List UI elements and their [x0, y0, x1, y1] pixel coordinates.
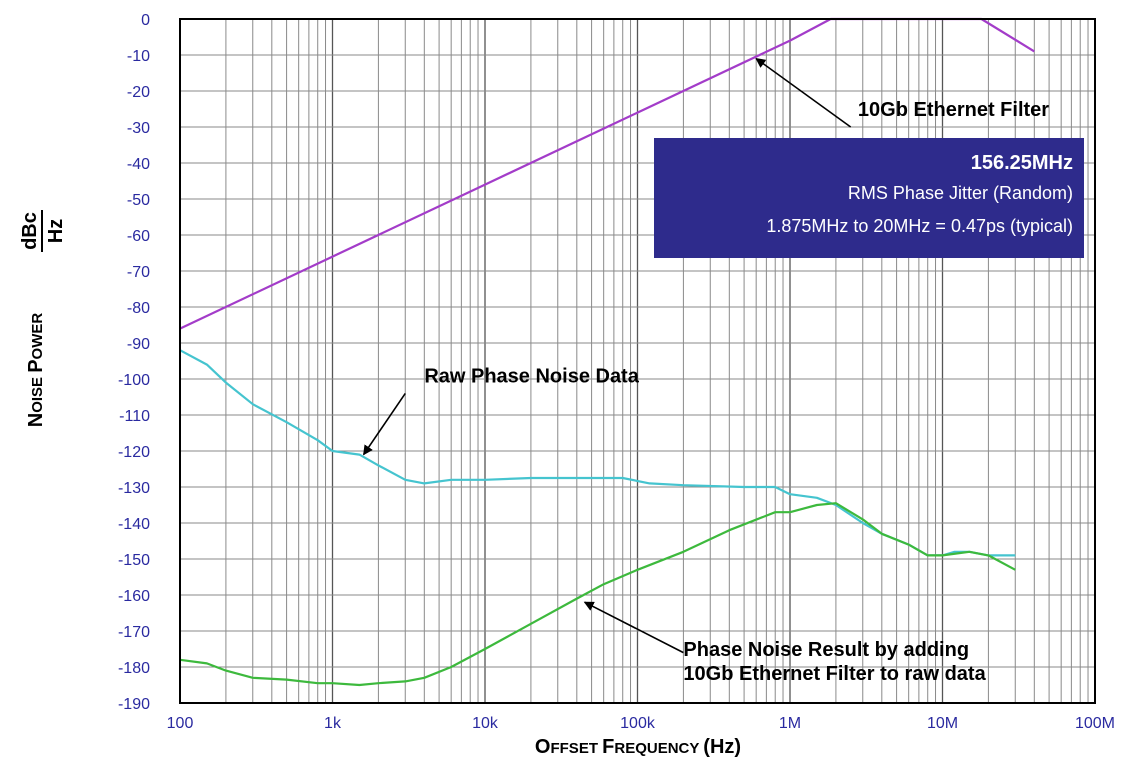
annotation-label-result-label: 10Gb Ethernet Filter to raw data: [683, 663, 986, 685]
series-line-result: [179, 502, 1016, 687]
x-tick-label: 100M: [1075, 715, 1115, 732]
annotation-label-result-label: Phase Noise Result by adding: [683, 639, 969, 661]
annotation-label-filter-label: 10Gb Ethernet Filter: [858, 99, 1049, 121]
y-tick-label: -120: [118, 444, 150, 461]
info-box: 156.25MHz RMS Phase Jitter (Random) 1.87…: [654, 138, 1084, 258]
y-tick-label: -150: [118, 552, 150, 569]
info-box-title: 156.25MHz: [971, 152, 1073, 174]
info-box-background: [654, 138, 1084, 258]
annotation-label-raw-label: Raw Phase Noise Data: [424, 366, 639, 388]
y-axis-unit-numerator: dBc: [19, 212, 41, 250]
y-tick-label: -40: [127, 156, 150, 173]
y-tick-label: -140: [118, 516, 150, 533]
y-tick-label: -100: [118, 372, 150, 389]
y-tick-labels: 0 -10 -20 -30 -40 -50 -60 -70 -80 -90 -100 -110 -120…: [118, 12, 150, 713]
x-tick-label: 100k: [620, 715, 656, 732]
info-box-line2: 1.875MHz to 20MHz = 0.47ps (typical): [766, 216, 1073, 236]
x-tick-label: 10k: [472, 715, 499, 732]
x-tick-label: 1k: [324, 715, 342, 732]
plot-frame: [179, 18, 1096, 704]
y-tick-label: -50: [127, 192, 150, 209]
y-axis-label-text: NOISE POWER: [25, 313, 47, 428]
annotation-arrow-raw-label: [362, 392, 406, 456]
x-tick-label: 100: [167, 715, 194, 732]
x-tick-label: 10M: [927, 715, 958, 732]
y-tick-label: -90: [127, 336, 150, 353]
y-tick-label: -30: [127, 120, 150, 137]
grid: [179, 18, 1095, 704]
y-axis-label: NOISE POWER dBc Hz: [19, 210, 67, 427]
annotation-arrow-filter-label: [755, 57, 852, 128]
info-box-line1: RMS Phase Jitter (Random): [848, 183, 1073, 203]
annotation-arrow-result-label: [583, 601, 684, 654]
y-tick-label: -160: [118, 588, 150, 605]
y-tick-label: -190: [118, 696, 150, 713]
y-tick-label: -110: [119, 408, 150, 425]
y-tick-label: -10: [127, 48, 150, 65]
y-axis-unit-denominator: Hz: [45, 219, 67, 243]
y-tick-label: -180: [118, 660, 150, 677]
x-axis-label: OFFSET FREQUENCY (Hz): [535, 736, 741, 758]
y-tick-label: -60: [127, 228, 150, 245]
y-tick-label: -130: [118, 480, 150, 497]
x-tick-labels: 100 1k 10k 100k 1M 10M 100M: [167, 715, 1115, 732]
y-tick-label: -20: [127, 84, 150, 101]
y-tick-label: -80: [127, 300, 150, 317]
y-tick-label: 0: [141, 12, 150, 29]
annotations: 10Gb Ethernet Filter Raw Phase Noise Data…: [362, 57, 1049, 685]
y-tick-label: -70: [127, 264, 150, 281]
y-tick-label: -170: [118, 624, 150, 641]
x-tick-label: 1M: [779, 715, 801, 732]
